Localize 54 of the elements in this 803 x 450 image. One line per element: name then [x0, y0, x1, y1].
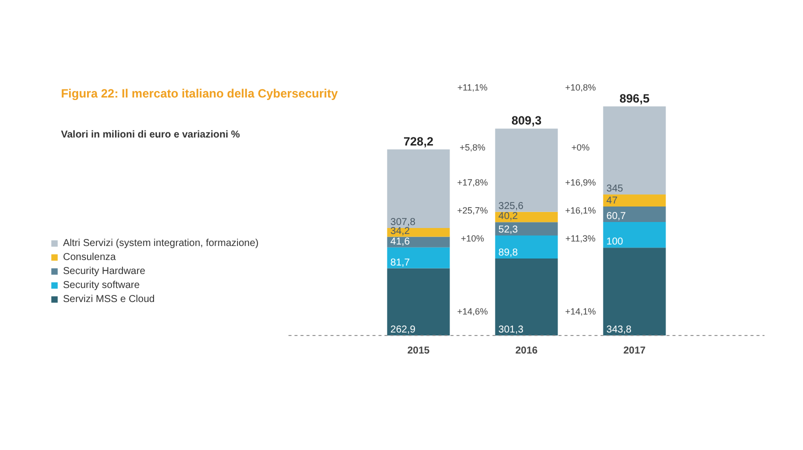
x-tick-label: 2016: [515, 346, 538, 356]
total-label: 809,3: [511, 114, 542, 128]
bar: [603, 106, 666, 195]
data-label: 47: [606, 196, 618, 207]
text: +10,8%: [565, 82, 596, 92]
data-label: 52,3: [498, 224, 518, 236]
annotation: +17,8%: [457, 178, 488, 188]
bar: [387, 149, 450, 228]
annotation: +11,3%: [565, 234, 596, 244]
data-label: 81,7: [390, 257, 410, 268]
annotation: +14,6%: [457, 306, 488, 316]
data-label: 262,9: [390, 324, 416, 336]
total-label: 728,2: [403, 134, 434, 148]
bar: [603, 248, 666, 336]
x-tick-label: 2015: [407, 346, 430, 356]
legend-label: Security software: [63, 279, 140, 291]
data-label: 301,3: [498, 324, 524, 336]
data-label: 100: [606, 236, 624, 248]
bar: [603, 194, 666, 207]
data-label: 343,8: [606, 324, 632, 336]
annotation: +5,8%: [460, 142, 486, 152]
bar: [603, 206, 666, 222]
bar: [387, 268, 450, 336]
total-label: 896,5: [619, 91, 650, 106]
data-label: 325,6: [498, 200, 524, 212]
legend-label: Consulenza: [63, 251, 116, 263]
data-label: 41,6: [390, 236, 410, 248]
bar: [387, 247, 450, 268]
data-label: 40,2: [498, 211, 518, 222]
text: Valori in milioni di euro e variazioni %: [60, 130, 240, 140]
x-tick-label: 2017: [623, 346, 646, 356]
annotation: +14,1%: [565, 306, 596, 316]
annotation: +16,1%: [565, 206, 596, 216]
data-label: 34,2: [390, 226, 410, 237]
data-label: 60,7: [606, 211, 626, 222]
data-label: 307,8: [390, 217, 416, 228]
bar: [495, 222, 558, 236]
text: +11,1%: [457, 82, 488, 92]
bar: [387, 236, 450, 248]
annotation: +25,7%: [457, 206, 488, 216]
bar: [387, 228, 450, 237]
annotation: +0%: [571, 142, 590, 152]
chart-title: Figura 22: Il mercato italiano della Cybersecurity: [60, 86, 338, 100]
data-label: 89,8: [498, 247, 518, 258]
bar: [603, 222, 666, 248]
data-label: 345: [606, 184, 624, 195]
bar: [495, 236, 558, 258]
legend-label: Servizi MSS e Cloud: [63, 293, 155, 305]
bar: [495, 128, 558, 212]
legend-label: Security Hardware: [63, 265, 146, 277]
annotation: +10%: [460, 234, 484, 244]
legend-label: Altri Servizi (system integration, formazione): [63, 237, 259, 249]
bar: [495, 258, 558, 336]
annotation: +16,9%: [565, 178, 596, 188]
